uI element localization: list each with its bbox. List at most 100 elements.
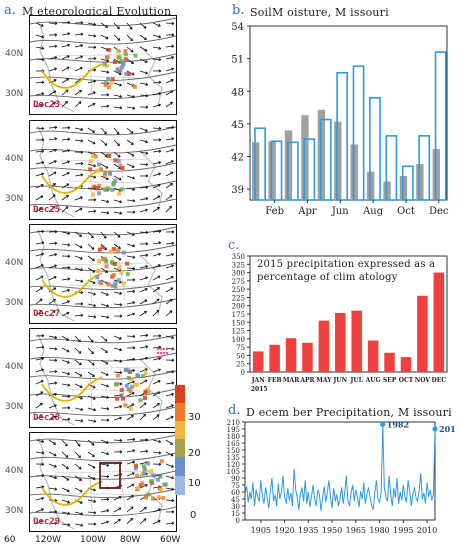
wind-arrowhead bbox=[65, 466, 69, 470]
wind-vector bbox=[87, 395, 96, 400]
contour-line bbox=[30, 71, 176, 81]
precip-cell bbox=[113, 261, 117, 266]
wind-vector bbox=[126, 483, 135, 489]
wind-arrowhead bbox=[54, 253, 58, 257]
wind-arrowhead bbox=[145, 276, 148, 280]
wind-arrowhead bbox=[156, 298, 160, 302]
wind-vector bbox=[100, 151, 108, 158]
wind-vector bbox=[139, 70, 148, 74]
wind-vector bbox=[74, 487, 83, 493]
wind-arrowhead bbox=[144, 484, 148, 487]
wind-arrowhead bbox=[119, 314, 123, 318]
wind-arrowhead bbox=[80, 268, 83, 272]
wind-vector bbox=[100, 475, 110, 478]
wind-arrowhead bbox=[130, 414, 134, 418]
wind-vector bbox=[87, 371, 95, 377]
wind-arrowhead bbox=[41, 172, 44, 176]
wind-vector bbox=[152, 391, 161, 397]
bar-blue-jun bbox=[336, 71, 349, 201]
wind-arrowhead bbox=[105, 165, 109, 169]
wind-vector bbox=[35, 451, 44, 454]
wind-arrowhead bbox=[106, 315, 110, 319]
contour-line bbox=[30, 370, 176, 380]
wind-vector bbox=[113, 371, 123, 374]
precip-cell bbox=[116, 49, 121, 54]
wind-vector bbox=[61, 243, 70, 246]
wind-arrowhead bbox=[92, 281, 96, 284]
wind-arrowhead bbox=[54, 137, 58, 141]
wind-vector bbox=[126, 94, 135, 98]
precip-cell bbox=[115, 68, 120, 72]
panel-b-title: SoilM oisture, M issouri bbox=[250, 6, 389, 19]
precip-cell bbox=[143, 494, 148, 499]
wind-vector bbox=[61, 183, 70, 189]
state-borders bbox=[54, 53, 151, 97]
wind-arrowhead bbox=[130, 506, 134, 510]
wind-arrowhead bbox=[158, 69, 162, 73]
wind-vector bbox=[139, 506, 147, 513]
wind-vector bbox=[87, 291, 96, 295]
lon-label-60w: 60W bbox=[160, 535, 181, 545]
wind-arrowhead bbox=[118, 507, 122, 511]
precip-cell bbox=[110, 187, 115, 192]
wind-arrowhead bbox=[67, 43, 70, 47]
precip-cell bbox=[106, 85, 111, 90]
wind-arrowhead bbox=[67, 277, 71, 281]
panel-d-title: D ecem ber Precipitation, M issouri bbox=[246, 406, 452, 419]
wind-vector bbox=[165, 126, 175, 129]
wind-arrowhead bbox=[171, 392, 174, 396]
wind-arrowhead bbox=[78, 466, 82, 470]
wind-vector bbox=[61, 66, 70, 72]
precip-cell bbox=[141, 374, 146, 379]
precip-cell bbox=[95, 186, 100, 191]
wind-arrowhead bbox=[79, 196, 83, 200]
precip-cell bbox=[151, 496, 155, 501]
wind-arrowhead bbox=[119, 405, 123, 409]
precip-cell bbox=[141, 464, 146, 469]
wind-arrowhead bbox=[132, 334, 136, 339]
wind-vector bbox=[100, 291, 109, 296]
y-tick-label: 150 bbox=[232, 319, 245, 327]
wind-arrowhead bbox=[131, 483, 135, 487]
precip-cell bbox=[118, 163, 123, 168]
wind-arrowhead bbox=[66, 349, 70, 353]
wind-vector bbox=[113, 255, 122, 261]
wind-arrowhead bbox=[145, 265, 149, 269]
wind-arrowhead bbox=[145, 438, 149, 442]
wind-vector bbox=[35, 206, 43, 213]
wind-arrowhead bbox=[80, 139, 84, 143]
wind-arrowhead bbox=[80, 32, 84, 36]
wind-vector bbox=[152, 310, 159, 317]
y-tick-label: 210 bbox=[227, 419, 240, 427]
wind-arrowhead bbox=[131, 403, 135, 407]
wind-arrowhead bbox=[41, 462, 45, 466]
x-tick-label: APR bbox=[299, 377, 315, 384]
wind-arrowhead bbox=[145, 253, 149, 257]
wind-arrowhead bbox=[144, 379, 148, 383]
wind-arrowhead bbox=[41, 35, 44, 39]
wind-vector bbox=[48, 79, 57, 84]
y-tick-label: 195 bbox=[227, 426, 240, 434]
wind-arrowhead bbox=[171, 264, 174, 268]
wind-vector bbox=[87, 407, 96, 411]
wind-vector bbox=[113, 22, 120, 30]
precip-cell bbox=[116, 248, 121, 253]
wind-arrowhead bbox=[79, 478, 82, 481]
bar-blue-oct bbox=[401, 165, 414, 201]
wind-vector bbox=[139, 139, 148, 143]
wind-vector bbox=[152, 298, 160, 305]
y-tick-label: 60 bbox=[231, 489, 240, 497]
wind-arrowhead bbox=[171, 381, 175, 385]
wind-arrowhead bbox=[132, 449, 136, 453]
wind-arrowhead bbox=[80, 161, 84, 166]
wind-vector bbox=[100, 463, 109, 466]
wind-arrowhead bbox=[39, 206, 43, 210]
wind-arrowhead bbox=[156, 309, 159, 313]
lat-label-40n: 40N bbox=[5, 466, 24, 476]
wind-arrowhead bbox=[119, 416, 122, 420]
wind-arrowhead bbox=[105, 177, 109, 180]
wind-arrowhead bbox=[129, 26, 133, 30]
precip-cell bbox=[133, 466, 138, 471]
wind-vector bbox=[87, 210, 96, 213]
x-tick-label: Apr bbox=[297, 206, 317, 217]
